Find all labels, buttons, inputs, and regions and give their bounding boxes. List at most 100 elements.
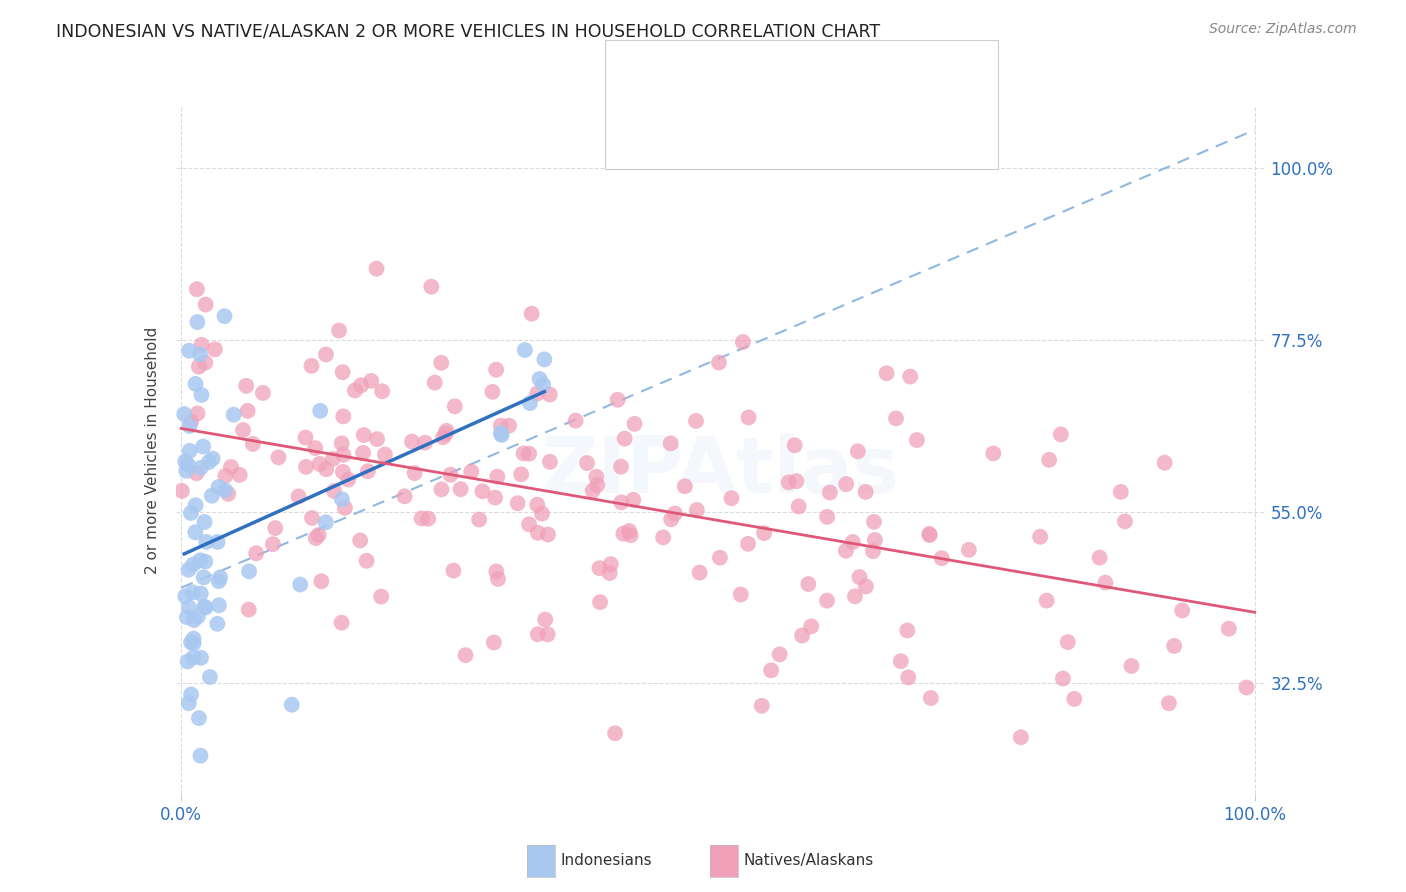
Y-axis label: 2 or more Vehicles in Household: 2 or more Vehicles in Household xyxy=(145,326,160,574)
Point xyxy=(352,446,374,460)
Point xyxy=(1171,603,1194,617)
Point xyxy=(513,343,536,357)
Point xyxy=(353,428,375,442)
Point xyxy=(1056,635,1078,649)
Point xyxy=(315,347,337,361)
Point xyxy=(443,400,465,414)
Point xyxy=(194,555,217,569)
Point xyxy=(582,483,605,498)
Point xyxy=(201,451,224,466)
Point xyxy=(884,411,907,425)
Point xyxy=(481,384,503,399)
Point xyxy=(308,528,330,542)
Point xyxy=(526,386,548,401)
Point xyxy=(787,500,810,514)
Point xyxy=(1236,681,1258,695)
Point xyxy=(586,478,609,492)
Point xyxy=(533,352,555,367)
Point xyxy=(1121,659,1143,673)
Point xyxy=(370,590,392,604)
Point xyxy=(330,615,353,630)
Point xyxy=(330,436,353,450)
Point xyxy=(730,587,752,601)
Point xyxy=(179,418,201,433)
Point xyxy=(863,515,886,529)
Point xyxy=(193,515,215,529)
Point xyxy=(599,566,621,580)
Point xyxy=(219,460,242,475)
Point xyxy=(176,655,198,669)
Point xyxy=(190,461,212,475)
Point xyxy=(432,430,454,444)
Point xyxy=(236,404,259,418)
Point xyxy=(603,726,626,740)
Text: Source: ZipAtlas.com: Source: ZipAtlas.com xyxy=(1209,22,1357,37)
Point xyxy=(1029,530,1052,544)
Point xyxy=(815,509,838,524)
Point xyxy=(180,415,202,429)
Point xyxy=(176,610,198,624)
Point xyxy=(1094,575,1116,590)
Point xyxy=(214,309,236,323)
Point xyxy=(186,315,208,329)
Point xyxy=(898,369,921,384)
Point xyxy=(193,599,215,614)
Point xyxy=(264,521,287,535)
Text: N= 68: N= 68 xyxy=(848,73,910,91)
Point xyxy=(174,590,197,604)
Point xyxy=(434,426,457,441)
Point xyxy=(752,526,775,541)
Point xyxy=(287,490,309,504)
Point xyxy=(301,359,323,373)
Point xyxy=(201,489,224,503)
Point xyxy=(897,670,920,684)
Point xyxy=(304,441,326,455)
Point xyxy=(652,530,675,544)
Point xyxy=(187,359,209,374)
Point xyxy=(797,577,820,591)
Point xyxy=(439,467,461,482)
Point xyxy=(295,459,318,474)
Point xyxy=(737,537,759,551)
Point xyxy=(404,466,426,480)
Point xyxy=(537,527,560,541)
Point xyxy=(174,464,197,478)
Point xyxy=(664,507,686,521)
Point xyxy=(1063,692,1085,706)
Point xyxy=(751,698,773,713)
Point xyxy=(815,593,838,607)
Text: R = -0.556: R = -0.556 xyxy=(665,121,762,139)
Point xyxy=(862,544,884,558)
Point xyxy=(332,409,354,424)
Point xyxy=(846,444,869,458)
Point xyxy=(357,464,380,478)
Point xyxy=(190,748,212,763)
Point xyxy=(315,462,337,476)
Point xyxy=(1109,484,1132,499)
Point xyxy=(174,454,197,468)
Point xyxy=(366,261,388,276)
Point xyxy=(876,366,898,380)
Point xyxy=(659,512,682,526)
Point xyxy=(486,469,509,483)
Point xyxy=(333,500,356,515)
Point xyxy=(659,436,682,450)
Point xyxy=(512,446,534,460)
Point xyxy=(217,487,239,501)
Point xyxy=(238,565,260,579)
Point xyxy=(778,475,800,490)
Point xyxy=(534,613,557,627)
Point xyxy=(1163,639,1185,653)
Point xyxy=(180,688,202,702)
Point xyxy=(187,711,209,725)
Point xyxy=(194,297,217,311)
Point xyxy=(606,392,628,407)
Point xyxy=(450,482,472,496)
Point xyxy=(290,577,312,591)
Point xyxy=(790,628,813,642)
Point xyxy=(612,526,634,541)
Point xyxy=(931,551,953,566)
Point xyxy=(194,600,217,615)
Point xyxy=(214,483,236,498)
Point xyxy=(855,484,877,499)
